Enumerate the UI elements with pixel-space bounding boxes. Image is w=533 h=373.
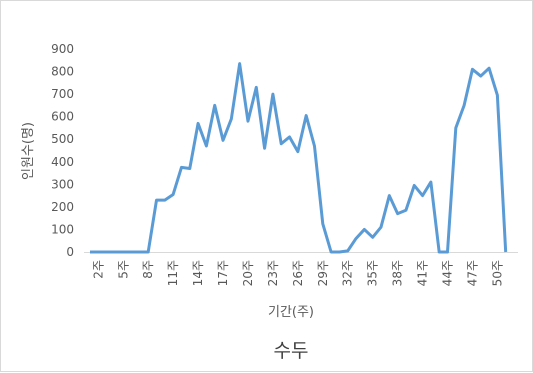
x-axis-ticks: 2주 5주 8주 11주 14주 17주 20주 23주 26주 29주 32주 35주 38주 41주 4… [91, 260, 504, 286]
y-tick-label: 700 [51, 87, 74, 101]
x-tick-label: 14주 [191, 260, 205, 286]
y-tick-label: 100 [51, 222, 74, 236]
x-tick-label: 47주 [465, 260, 479, 286]
y-axis-title: 인원수(명) [21, 122, 36, 180]
chart-title: 수두 [274, 340, 309, 362]
y-tick-label: 200 [51, 200, 74, 214]
x-tick-label: 41주 [416, 260, 430, 286]
x-tick-label: 5주 [116, 260, 130, 279]
x-tick-label: 29주 [316, 260, 330, 286]
x-tick-label: 50주 [490, 260, 504, 286]
x-axis-title: 기간(주) [268, 305, 314, 320]
x-tick-label: 2주 [91, 260, 105, 279]
y-tick-label: 600 [51, 110, 74, 124]
x-tick-label: 17주 [216, 260, 230, 286]
y-tick-label: 800 [51, 65, 74, 79]
x-tick-label: 8주 [141, 260, 155, 279]
series-line [90, 62, 508, 254]
y-tick-label: 500 [51, 132, 74, 146]
x-tick-label: 20주 [241, 260, 255, 286]
y-tick-label: 300 [51, 177, 74, 191]
x-tick-label: 23주 [266, 260, 280, 286]
x-tick-label: 35주 [366, 260, 380, 286]
x-tick-label: 32주 [341, 260, 355, 286]
x-tick-label: 44주 [440, 260, 454, 286]
y-tick-label: 400 [51, 155, 74, 169]
x-tick-label: 11주 [166, 260, 180, 286]
y-tick-label: 900 [51, 42, 74, 56]
x-tick-label: 38주 [391, 260, 405, 286]
y-tick-label: 0 [66, 245, 74, 259]
y-axis-ticks: 0 100 200 300 400 500 600 700 800 900 [51, 42, 74, 259]
x-tick-label: 26주 [291, 260, 305, 286]
